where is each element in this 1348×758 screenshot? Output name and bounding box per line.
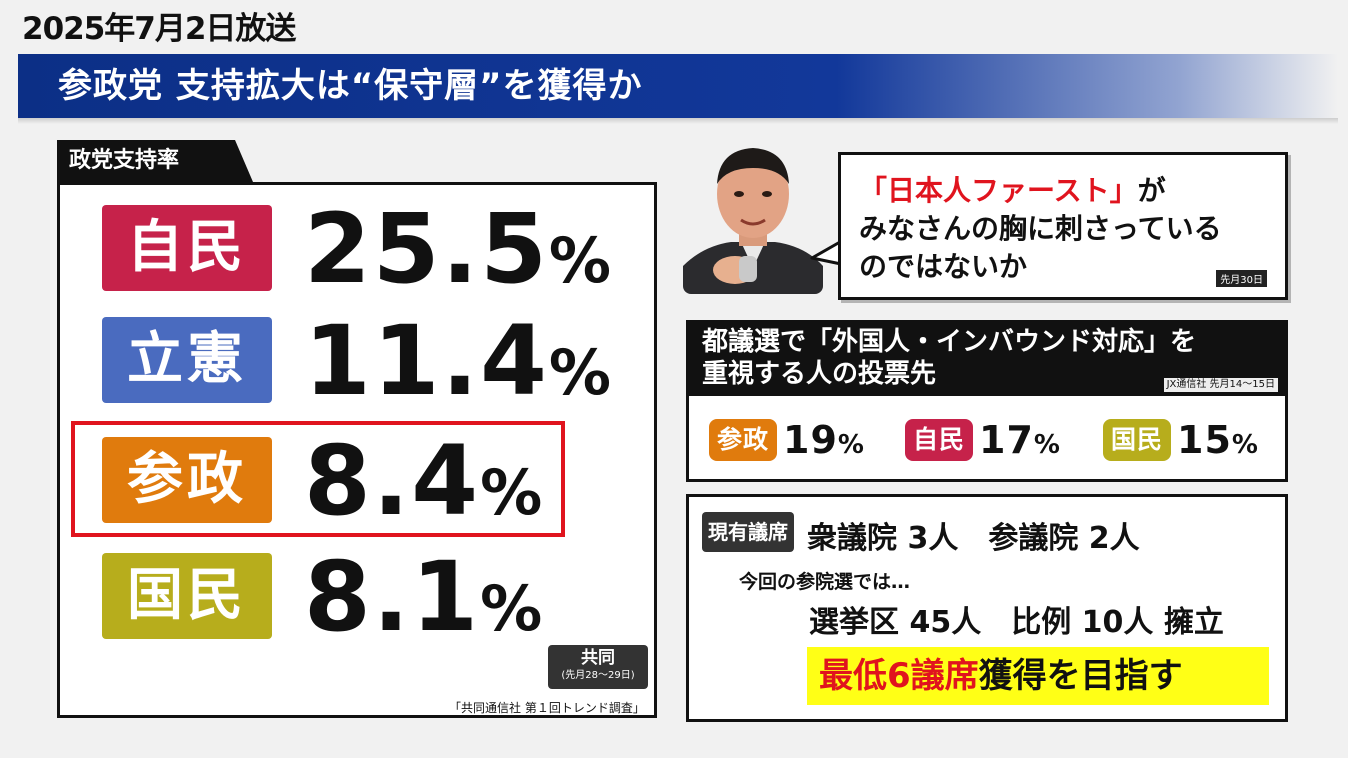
current-seats: 衆議院 3人 参議院 2人 (807, 521, 1140, 556)
headline-title: 参政党 支持拡大は“保守層”を獲得か (58, 66, 643, 106)
poll-pct-ldp: 17% (979, 418, 1061, 462)
poll-badge-sanseito: 参政 (709, 419, 778, 461)
goal-text: 最低6議席獲得を目指す (819, 656, 1183, 696)
support-pct-sanseito: 8.4% (304, 425, 545, 537)
quote-bubble: 「日本人ファースト」が みなさんの胸に刺さっている のではないか 先月30日 (838, 152, 1288, 300)
poll-source: JX通信社 先月14〜15日 (1163, 378, 1278, 392)
poll-pct-sanseito: 19% (783, 418, 865, 462)
candidates-fielded: 選挙区 45人 比例 10人 擁立 (809, 605, 1224, 640)
party-badge-sanseito: 参政 (102, 437, 272, 523)
broadcast-date: 2025年7月2日放送 (22, 11, 296, 47)
poll-header: 都議選で「外国人・インバウンド対応」を 重視する人の投票先 JX通信社 先月14… (686, 320, 1288, 396)
speaker-portrait-icon (683, 138, 823, 294)
highlight-frame-sanseito (71, 421, 565, 537)
poll-badge-ldp: 自民 (905, 419, 974, 461)
poll-badge-dpfp: 国民 (1103, 419, 1172, 461)
support-pct-dpfp: 8.1% (304, 541, 545, 653)
party-badge-dpfp: 国民 (102, 553, 272, 639)
source-dates: (先月28〜29日) (561, 670, 635, 681)
headline-bar (18, 54, 1338, 118)
support-panel-tab-corner (235, 140, 253, 182)
poll-item-sanseito: 参政 19% (709, 416, 865, 464)
goal-banner: 最低6議席獲得を目指す (807, 647, 1269, 705)
seats-tag: 現有議席 (702, 512, 794, 552)
survey-note: 「共同通信社 第１回トレンド調査」 (449, 701, 645, 715)
support-pct-ldp: 25.5% (304, 193, 613, 305)
quote-date: 先月30日 (1216, 270, 1267, 287)
poll-item-dpfp: 国民 15% (1103, 416, 1259, 464)
party-badge-ldp: 自民 (102, 205, 272, 291)
seats-box: 現有議席 衆議院 3人 参議院 2人 今回の参院選では… 選挙区 45人 比例 … (686, 494, 1288, 722)
election-note: 今回の参院選では… (739, 571, 911, 593)
poll-header-line-2: 重視する人の投票先 (702, 359, 937, 389)
source-name: 共同 (581, 648, 615, 668)
quote-line-3: のではないか (859, 250, 1028, 283)
poll-results: 参政 19% 自民 17% 国民 15% (686, 396, 1288, 482)
support-panel-tab: 政党支持率 (57, 140, 235, 182)
poll-header-line-1: 都議選で「外国人・インバウンド対応」を (702, 327, 1197, 357)
support-panel: 自民 25.5% 立憲 11.4% 参政 8.4% 国民 8.1% 共同 (先月… (57, 182, 657, 718)
source-badge: 共同 (先月28〜29日) (548, 645, 648, 689)
headline-shadow (18, 118, 1338, 124)
party-badge-cdp: 立憲 (102, 317, 272, 403)
support-pct-cdp: 11.4% (304, 305, 613, 417)
poll-item-ldp: 自民 17% (905, 416, 1061, 464)
poll-pct-dpfp: 15% (1177, 418, 1259, 462)
quote-line-2: みなさんの胸に刺さっている (859, 212, 1222, 245)
quote-line-1: 「日本人ファースト」が (859, 174, 1166, 207)
